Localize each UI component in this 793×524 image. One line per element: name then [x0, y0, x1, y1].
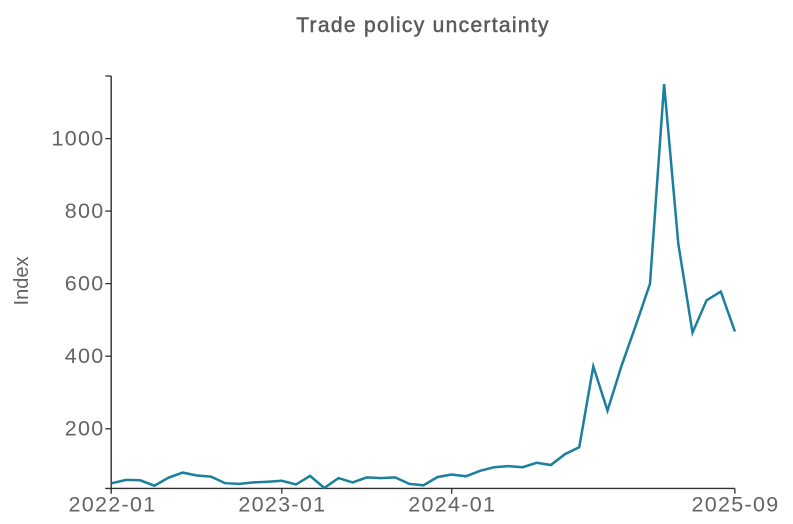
svg-text:Trade policy uncertainty: Trade policy uncertainty — [296, 14, 550, 37]
svg-text:400: 400 — [65, 344, 105, 368]
svg-text:2024-01: 2024-01 — [408, 492, 496, 516]
svg-text:800: 800 — [65, 199, 105, 223]
svg-text:1000: 1000 — [51, 126, 104, 150]
svg-text:2025-09: 2025-09 — [691, 492, 779, 516]
svg-text:2023-01: 2023-01 — [238, 492, 326, 516]
svg-text:Index: Index — [11, 257, 33, 306]
svg-text:200: 200 — [65, 417, 105, 441]
svg-text:600: 600 — [65, 271, 105, 295]
svg-text:2022-01: 2022-01 — [68, 492, 156, 516]
